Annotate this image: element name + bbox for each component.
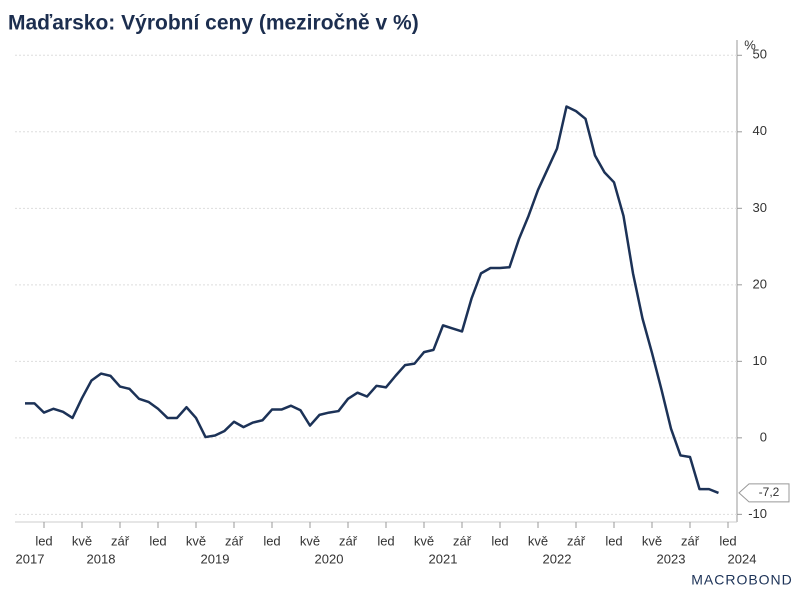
x-tick-label: led [377, 533, 394, 548]
x-tick-label: kvě [642, 533, 662, 548]
year-label: 2019 [201, 551, 230, 566]
y-tick-label: 30 [753, 200, 767, 215]
x-tick-label: zář [111, 533, 130, 548]
y-tick-label: -10 [748, 506, 767, 521]
year-label: 2020 [315, 551, 344, 566]
year-label: 2024 [728, 551, 757, 566]
year-label: 2022 [543, 551, 572, 566]
x-tick-label: led [35, 533, 52, 548]
value-label-box [738, 483, 790, 503]
y-tick-label: 40 [753, 123, 767, 138]
x-tick-label: kvě [414, 533, 434, 548]
y-tick-label: 50 [753, 47, 767, 62]
year-label: 2021 [429, 551, 458, 566]
x-tick-label: kvě [186, 533, 206, 548]
x-tick-label: kvě [300, 533, 320, 548]
x-tick-label: led [719, 533, 736, 548]
x-tick-label: led [263, 533, 280, 548]
y-tick-label: 0 [760, 429, 767, 444]
x-tick-label: led [605, 533, 622, 548]
x-tick-label: zář [453, 533, 472, 548]
year-label: 2018 [87, 551, 116, 566]
line [25, 105, 719, 495]
x-tick-label: led [149, 533, 166, 548]
chart-title: Maďarsko: Výrobní ceny (meziročně v %) [8, 12, 419, 35]
source-logo: MACROBOND [691, 572, 793, 588]
y-unit: % [744, 37, 756, 52]
y-tick-label: 10 [753, 353, 767, 368]
y-tick-label: 20 [753, 276, 767, 291]
x-tick-label: kvě [72, 533, 92, 548]
x-tick-label: zář [225, 533, 244, 548]
x-tick-label: zář [681, 533, 700, 548]
x-tick-label: kvě [528, 533, 548, 548]
x-tick-label: zář [339, 533, 358, 548]
year-label: 2017 [16, 551, 45, 566]
x-tick-label: led [491, 533, 508, 548]
x-tick-label: zář [567, 533, 586, 548]
year-label: 2023 [657, 551, 686, 566]
value-label: -7,2 [759, 485, 780, 499]
